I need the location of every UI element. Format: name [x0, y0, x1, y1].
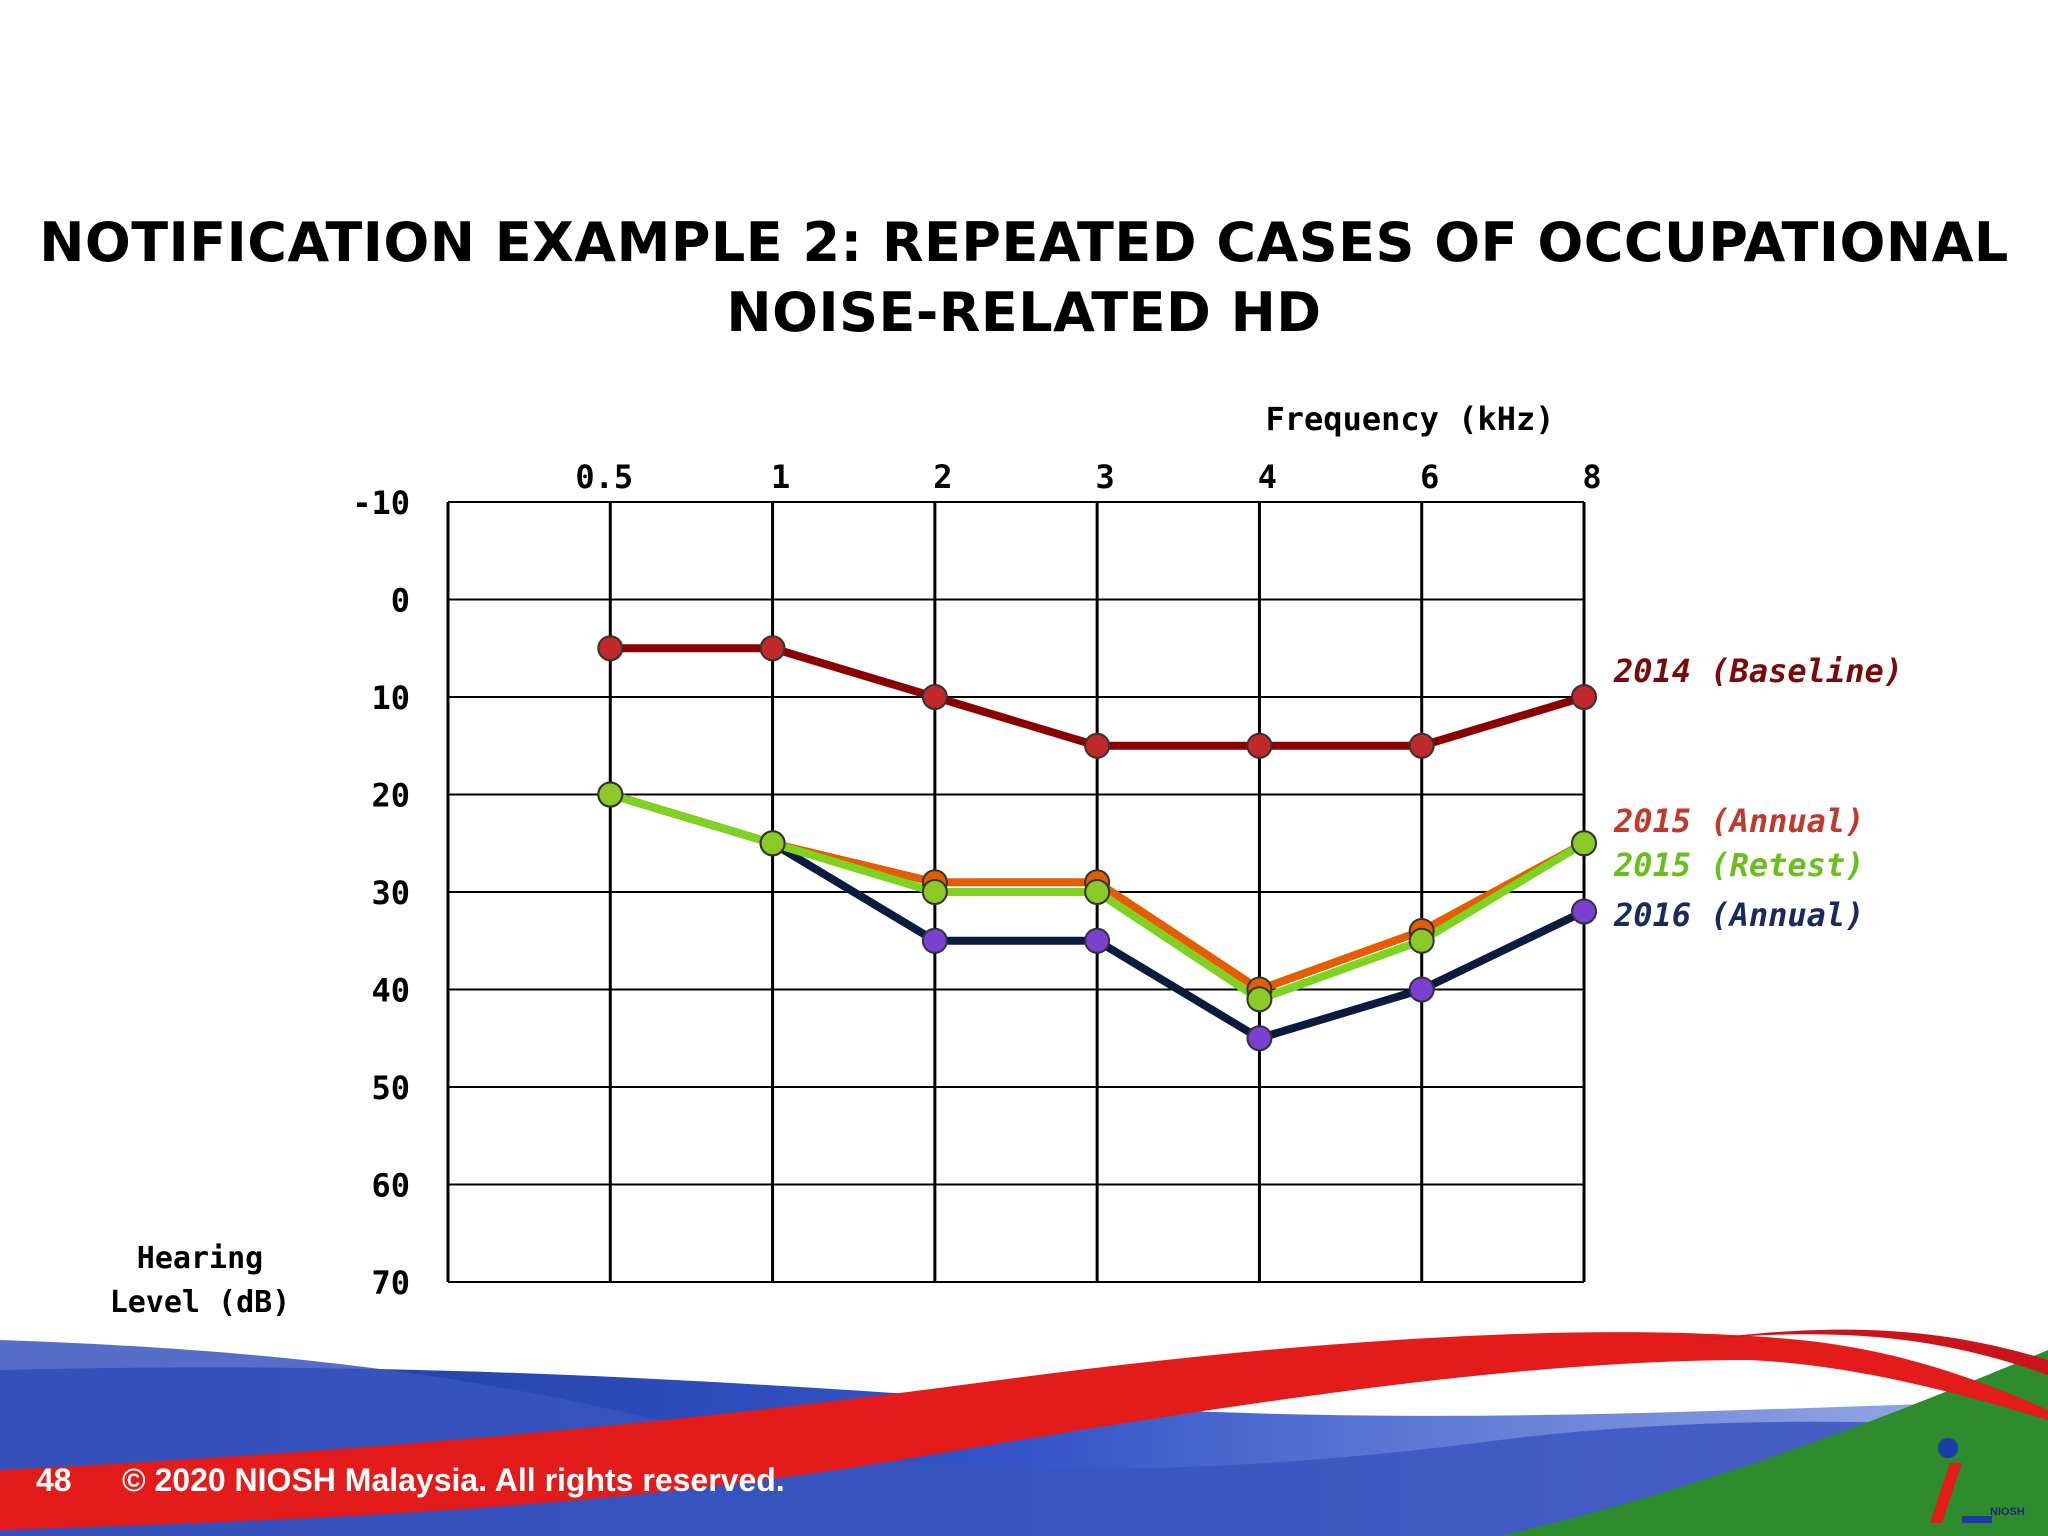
- y-tick-label: 10: [371, 679, 410, 717]
- x-tick-label: 4: [1258, 458, 1277, 496]
- page-title: NOTIFICATION EXAMPLE 2: REPEATED CASES O…: [0, 208, 2048, 348]
- x-tick-label: 1: [771, 458, 790, 496]
- footer-swoosh: [0, 1329, 2048, 1536]
- copyright-text: © 2020 NIOSH Malaysia. All rights reserv…: [122, 1462, 785, 1498]
- data-point: [1408, 976, 1435, 1003]
- y-tick-label: 40: [371, 972, 410, 1010]
- data-point: [1408, 927, 1435, 954]
- title-line-1: NOTIFICATION EXAMPLE 2: REPEATED CASES O…: [39, 211, 2009, 274]
- data-point: [1571, 684, 1597, 710]
- data-point: [1084, 879, 1111, 905]
- series-label: 2016 (Annual): [1613, 896, 1864, 934]
- y-tick-label: 30: [371, 874, 410, 912]
- y-tick-label: -10: [352, 484, 410, 522]
- y-tick-label: 20: [371, 777, 410, 815]
- data-point: [921, 879, 948, 905]
- y-tick-label: 60: [371, 1167, 410, 1205]
- x-tick-label: 8: [1582, 458, 1601, 496]
- x-tick-label: 6: [1420, 458, 1439, 496]
- data-point: [1084, 927, 1111, 954]
- data-point: [759, 830, 786, 857]
- data-point: [921, 927, 948, 954]
- series-label: 2015 (Retest): [1613, 846, 1864, 884]
- niosh-logo-icon: [1920, 1438, 1992, 1523]
- series-label: 2015 (Annual): [1613, 802, 1864, 840]
- x-tick-label: 2: [933, 458, 952, 496]
- series-label: 2014 (Baseline): [1613, 652, 1903, 690]
- y-tick-label: 0: [391, 582, 410, 620]
- audiogram-chart: -10 0 10 20 30 40 50 60 70 0.5 1 2 3 4 6 8 Frequency (kH…: [110, 400, 1903, 1320]
- data-point: [1246, 1025, 1273, 1052]
- y-tick-label: 50: [371, 1069, 410, 1107]
- axis-labels: -10 0 10 20 30 40 50 60 70 0.5 1 2 3 4 6 8 Frequency (kH…: [110, 400, 1602, 1320]
- data-point: [921, 684, 948, 710]
- y-axis-label-line1: Hearing: [137, 1241, 263, 1276]
- data-point: [1246, 986, 1273, 1013]
- data-point: [1246, 732, 1273, 759]
- series-labels: 2014 (Baseline) 2015 (Annual) 2015 (Retest…: [1613, 652, 1903, 934]
- slide-number: 48: [36, 1462, 72, 1498]
- data-point: [1084, 732, 1111, 759]
- series-markers: [597, 635, 1597, 1052]
- x-tick-label: 0.5: [575, 458, 633, 496]
- title-line-2: NOISE-RELATED HD: [726, 281, 1322, 344]
- logo-label: NIOSH: [1990, 1506, 2025, 1518]
- y-tick-label: 70: [371, 1264, 410, 1302]
- chart-grid: [446, 501, 1586, 1283]
- data-point: [1571, 830, 1597, 857]
- x-axis-label: Frequency (kHz): [1266, 400, 1555, 438]
- data-point: [597, 781, 624, 808]
- data-point: [759, 635, 786, 662]
- x-tick-label: 3: [1096, 458, 1115, 496]
- data-point: [1408, 732, 1435, 759]
- data-point: [597, 635, 624, 662]
- data-point: [1571, 898, 1597, 925]
- y-axis-label-line2: Level (dB): [110, 1285, 291, 1320]
